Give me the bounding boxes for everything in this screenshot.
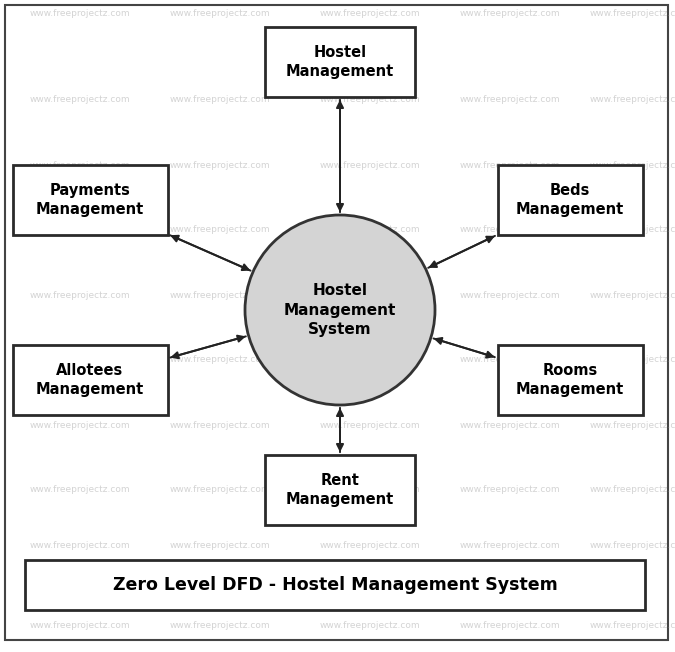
Text: Beds
Management: Beds Management xyxy=(516,183,624,217)
Text: www.freeprojectz.com: www.freeprojectz.com xyxy=(169,291,270,299)
Text: www.freeprojectz.com: www.freeprojectz.com xyxy=(30,160,130,170)
Text: www.freeprojectz.com: www.freeprojectz.com xyxy=(30,226,130,235)
Text: www.freeprojectz.com: www.freeprojectz.com xyxy=(590,10,675,18)
Text: Allotees
Management: Allotees Management xyxy=(36,363,144,398)
Text: www.freeprojectz.com: www.freeprojectz.com xyxy=(30,421,130,430)
Text: www.freeprojectz.com: www.freeprojectz.com xyxy=(590,486,675,494)
Text: www.freeprojectz.com: www.freeprojectz.com xyxy=(320,291,421,299)
Circle shape xyxy=(245,215,435,405)
Text: www.freeprojectz.com: www.freeprojectz.com xyxy=(460,291,560,299)
Text: www.freeprojectz.com: www.freeprojectz.com xyxy=(320,421,421,430)
Text: www.freeprojectz.com: www.freeprojectz.com xyxy=(320,226,421,235)
Text: www.freeprojectz.com: www.freeprojectz.com xyxy=(169,541,270,550)
Text: www.freeprojectz.com: www.freeprojectz.com xyxy=(460,160,560,170)
Text: www.freeprojectz.com: www.freeprojectz.com xyxy=(320,95,421,104)
Text: www.freeprojectz.com: www.freeprojectz.com xyxy=(30,355,130,364)
Text: Rooms
Management: Rooms Management xyxy=(516,363,624,398)
FancyBboxPatch shape xyxy=(265,455,415,525)
Text: www.freeprojectz.com: www.freeprojectz.com xyxy=(460,541,560,550)
Text: www.freeprojectz.com: www.freeprojectz.com xyxy=(590,421,675,430)
FancyBboxPatch shape xyxy=(497,165,643,235)
Text: Hostel
Management: Hostel Management xyxy=(286,44,394,80)
Text: www.freeprojectz.com: www.freeprojectz.com xyxy=(169,95,270,104)
Text: www.freeprojectz.com: www.freeprojectz.com xyxy=(320,355,421,364)
Text: www.freeprojectz.com: www.freeprojectz.com xyxy=(460,486,560,494)
Text: www.freeprojectz.com: www.freeprojectz.com xyxy=(169,160,270,170)
FancyBboxPatch shape xyxy=(13,345,167,415)
Text: www.freeprojectz.com: www.freeprojectz.com xyxy=(169,226,270,235)
FancyBboxPatch shape xyxy=(25,560,645,610)
Text: Hostel
Management
System: Hostel Management System xyxy=(284,283,396,337)
Text: Zero Level DFD - Hostel Management System: Zero Level DFD - Hostel Management Syste… xyxy=(113,576,558,594)
Text: www.freeprojectz.com: www.freeprojectz.com xyxy=(169,10,270,18)
Text: www.freeprojectz.com: www.freeprojectz.com xyxy=(460,421,560,430)
Text: www.freeprojectz.com: www.freeprojectz.com xyxy=(30,10,130,18)
Text: www.freeprojectz.com: www.freeprojectz.com xyxy=(590,621,675,629)
Text: www.freeprojectz.com: www.freeprojectz.com xyxy=(590,355,675,364)
FancyBboxPatch shape xyxy=(13,165,167,235)
Text: www.freeprojectz.com: www.freeprojectz.com xyxy=(30,621,130,629)
Text: www.freeprojectz.com: www.freeprojectz.com xyxy=(169,621,270,629)
Text: Payments
Management: Payments Management xyxy=(36,183,144,217)
Text: www.freeprojectz.com: www.freeprojectz.com xyxy=(590,541,675,550)
Text: www.freeprojectz.com: www.freeprojectz.com xyxy=(590,160,675,170)
Text: www.freeprojectz.com: www.freeprojectz.com xyxy=(320,621,421,629)
Text: www.freeprojectz.com: www.freeprojectz.com xyxy=(30,95,130,104)
Text: www.freeprojectz.com: www.freeprojectz.com xyxy=(30,486,130,494)
Text: www.freeprojectz.com: www.freeprojectz.com xyxy=(590,291,675,299)
Text: Rent
Management: Rent Management xyxy=(286,473,394,507)
Text: www.freeprojectz.com: www.freeprojectz.com xyxy=(460,621,560,629)
Text: www.freeprojectz.com: www.freeprojectz.com xyxy=(169,355,270,364)
Text: www.freeprojectz.com: www.freeprojectz.com xyxy=(460,10,560,18)
FancyBboxPatch shape xyxy=(497,345,643,415)
Text: www.freeprojectz.com: www.freeprojectz.com xyxy=(30,291,130,299)
Text: www.freeprojectz.com: www.freeprojectz.com xyxy=(320,10,421,18)
Text: www.freeprojectz.com: www.freeprojectz.com xyxy=(460,226,560,235)
Text: www.freeprojectz.com: www.freeprojectz.com xyxy=(590,95,675,104)
Text: www.freeprojectz.com: www.freeprojectz.com xyxy=(30,541,130,550)
Text: www.freeprojectz.com: www.freeprojectz.com xyxy=(320,486,421,494)
Text: www.freeprojectz.com: www.freeprojectz.com xyxy=(320,160,421,170)
Text: www.freeprojectz.com: www.freeprojectz.com xyxy=(169,421,270,430)
Text: www.freeprojectz.com: www.freeprojectz.com xyxy=(169,486,270,494)
FancyBboxPatch shape xyxy=(265,27,415,97)
Text: www.freeprojectz.com: www.freeprojectz.com xyxy=(590,226,675,235)
Text: www.freeprojectz.com: www.freeprojectz.com xyxy=(460,355,560,364)
Text: www.freeprojectz.com: www.freeprojectz.com xyxy=(320,541,421,550)
Text: www.freeprojectz.com: www.freeprojectz.com xyxy=(460,95,560,104)
